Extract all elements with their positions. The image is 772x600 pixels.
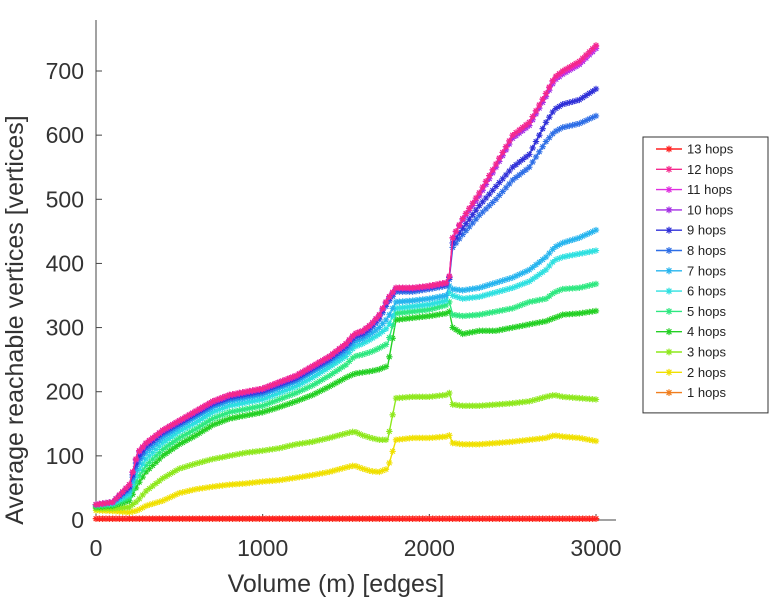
legend-marker <box>665 206 673 214</box>
legend-item: 5 hops <box>656 304 727 319</box>
legend-item: 8 hops <box>656 243 727 258</box>
legend-item: 11 hops <box>656 182 733 197</box>
series-12-hops <box>92 42 600 508</box>
legend-marker <box>665 165 673 173</box>
y-tick-label: 100 <box>46 443 84 469</box>
series-8-hops <box>92 112 600 508</box>
legend: 13 hops 12 hops 11 hops 10 hops 9 hops 8 hops… <box>642 136 769 414</box>
legend-label: 8 hops <box>687 243 727 258</box>
legend-marker <box>665 389 673 396</box>
legend-label: 13 hops <box>687 142 734 157</box>
x-axis-label: Volume (m) [edges] <box>228 570 445 598</box>
legend-item: 6 hops <box>656 284 727 299</box>
x-tick-label: 2000 <box>404 535 455 561</box>
series-13-hops <box>92 515 600 522</box>
legend-marker <box>665 226 673 234</box>
legend-item: 7 hops <box>656 263 727 278</box>
series-markers <box>92 112 600 508</box>
legend-item: 9 hops <box>656 223 727 238</box>
legend-label: 12 hops <box>687 162 734 177</box>
legend-marker <box>665 247 673 254</box>
series-line <box>95 310 597 508</box>
series-markers <box>92 42 600 508</box>
x-tick-label: 0 <box>90 535 103 561</box>
series-4-hops <box>92 307 600 511</box>
legend-item: 1 hops <box>656 385 727 400</box>
x-tick-label: 3000 <box>570 535 621 561</box>
x-tick-label: 1000 <box>237 535 288 561</box>
legend-marker <box>665 308 673 315</box>
series-markers <box>92 307 600 511</box>
legend-item: 10 hops <box>656 202 734 217</box>
y-tick-label: 300 <box>46 315 84 341</box>
plot-area <box>92 42 600 522</box>
series-markers <box>92 515 600 522</box>
y-tick-label: 0 <box>71 507 84 533</box>
y-ticks: 0 100 200 300 400 500 600 700 <box>46 58 102 533</box>
legend-item: 2 hops <box>656 365 727 380</box>
legend-marker <box>665 186 673 193</box>
y-tick-label: 200 <box>46 379 84 405</box>
legend-item: 12 hops <box>656 162 734 177</box>
legend-label: 6 hops <box>687 284 727 299</box>
legend-marker <box>665 267 673 275</box>
legend-box <box>642 136 769 414</box>
y-axis-label: Average reachable vertices [vertices] <box>1 115 29 524</box>
legend-marker <box>665 287 673 295</box>
legend-label: 7 hops <box>687 263 727 278</box>
legend-item: 3 hops <box>656 345 727 360</box>
y-tick-label: 400 <box>46 250 84 276</box>
legend-item: 4 hops <box>656 324 727 339</box>
legend-label: 3 hops <box>687 345 727 360</box>
legend-label: 1 hops <box>687 385 727 400</box>
legend-marker <box>665 348 673 356</box>
y-tick-label: 600 <box>46 122 84 148</box>
y-tick-label: 500 <box>46 186 84 212</box>
legend-marker <box>665 368 673 376</box>
axes: 0 1000 2000 3000 0 100 200 300 400 500 600 700 <box>46 20 622 561</box>
legend-label: 10 hops <box>687 202 734 217</box>
legend-label: 2 hops <box>687 365 727 380</box>
legend-label: 11 hops <box>687 182 733 197</box>
legend-marker <box>665 328 673 336</box>
legend-label: 5 hops <box>687 304 727 319</box>
legend-marker <box>665 145 673 153</box>
y-tick-label: 700 <box>46 58 84 84</box>
legend-label: 4 hops <box>687 324 727 339</box>
legend-label: 9 hops <box>687 223 727 238</box>
legend-item: 13 hops <box>656 142 734 157</box>
x-ticks: 0 1000 2000 3000 <box>90 514 622 561</box>
